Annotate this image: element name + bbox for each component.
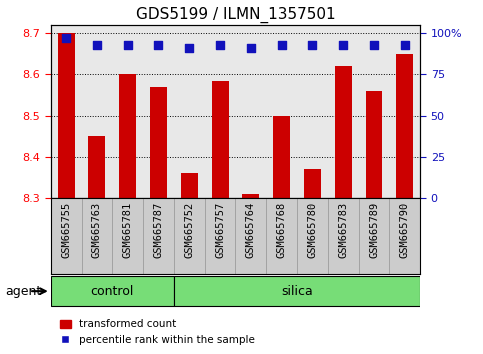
Text: GSM665787: GSM665787 [154,202,163,258]
Bar [181,173,198,198]
FancyBboxPatch shape [51,276,174,306]
Text: GSM665768: GSM665768 [277,202,286,258]
Bar [57,33,74,198]
Bar [273,116,290,198]
Point [309,42,316,47]
Bar [150,87,167,198]
Point [93,42,101,47]
FancyBboxPatch shape [112,198,143,274]
Text: GSM665783: GSM665783 [338,202,348,258]
FancyBboxPatch shape [266,198,297,274]
FancyBboxPatch shape [236,198,266,274]
Point [216,42,224,47]
Bar [335,66,352,198]
FancyBboxPatch shape [51,198,82,274]
FancyBboxPatch shape [389,198,420,274]
Bar [242,194,259,198]
FancyBboxPatch shape [82,198,112,274]
FancyBboxPatch shape [174,198,205,274]
Point [340,42,347,47]
Point [155,42,162,47]
Point [278,42,285,47]
Text: GSM665764: GSM665764 [246,202,256,258]
Text: agent: agent [5,285,41,298]
Point [185,45,193,51]
FancyBboxPatch shape [297,198,328,274]
Title: GDS5199 / ILMN_1357501: GDS5199 / ILMN_1357501 [136,7,335,23]
Point [62,35,70,41]
FancyBboxPatch shape [205,198,236,274]
Point [401,42,409,47]
FancyBboxPatch shape [358,198,389,274]
FancyBboxPatch shape [328,198,358,274]
Point [124,42,131,47]
Text: GSM665790: GSM665790 [400,202,410,258]
Text: GSM665755: GSM665755 [61,202,71,258]
Legend: transformed count, percentile rank within the sample: transformed count, percentile rank withi… [56,315,259,349]
Text: GSM665763: GSM665763 [92,202,102,258]
Point [247,45,255,51]
Bar [212,80,228,198]
Text: GSM665752: GSM665752 [185,202,194,258]
Text: control: control [91,285,134,298]
Bar [304,169,321,198]
Text: GSM665780: GSM665780 [308,202,317,258]
Point [370,42,378,47]
Text: GSM665757: GSM665757 [215,202,225,258]
Bar [397,54,413,198]
Text: GSM665789: GSM665789 [369,202,379,258]
FancyBboxPatch shape [174,276,420,306]
Bar [119,74,136,198]
Bar [88,136,105,198]
Text: silica: silica [281,285,313,298]
Text: GSM665781: GSM665781 [123,202,133,258]
Bar [366,91,383,198]
FancyBboxPatch shape [143,198,174,274]
